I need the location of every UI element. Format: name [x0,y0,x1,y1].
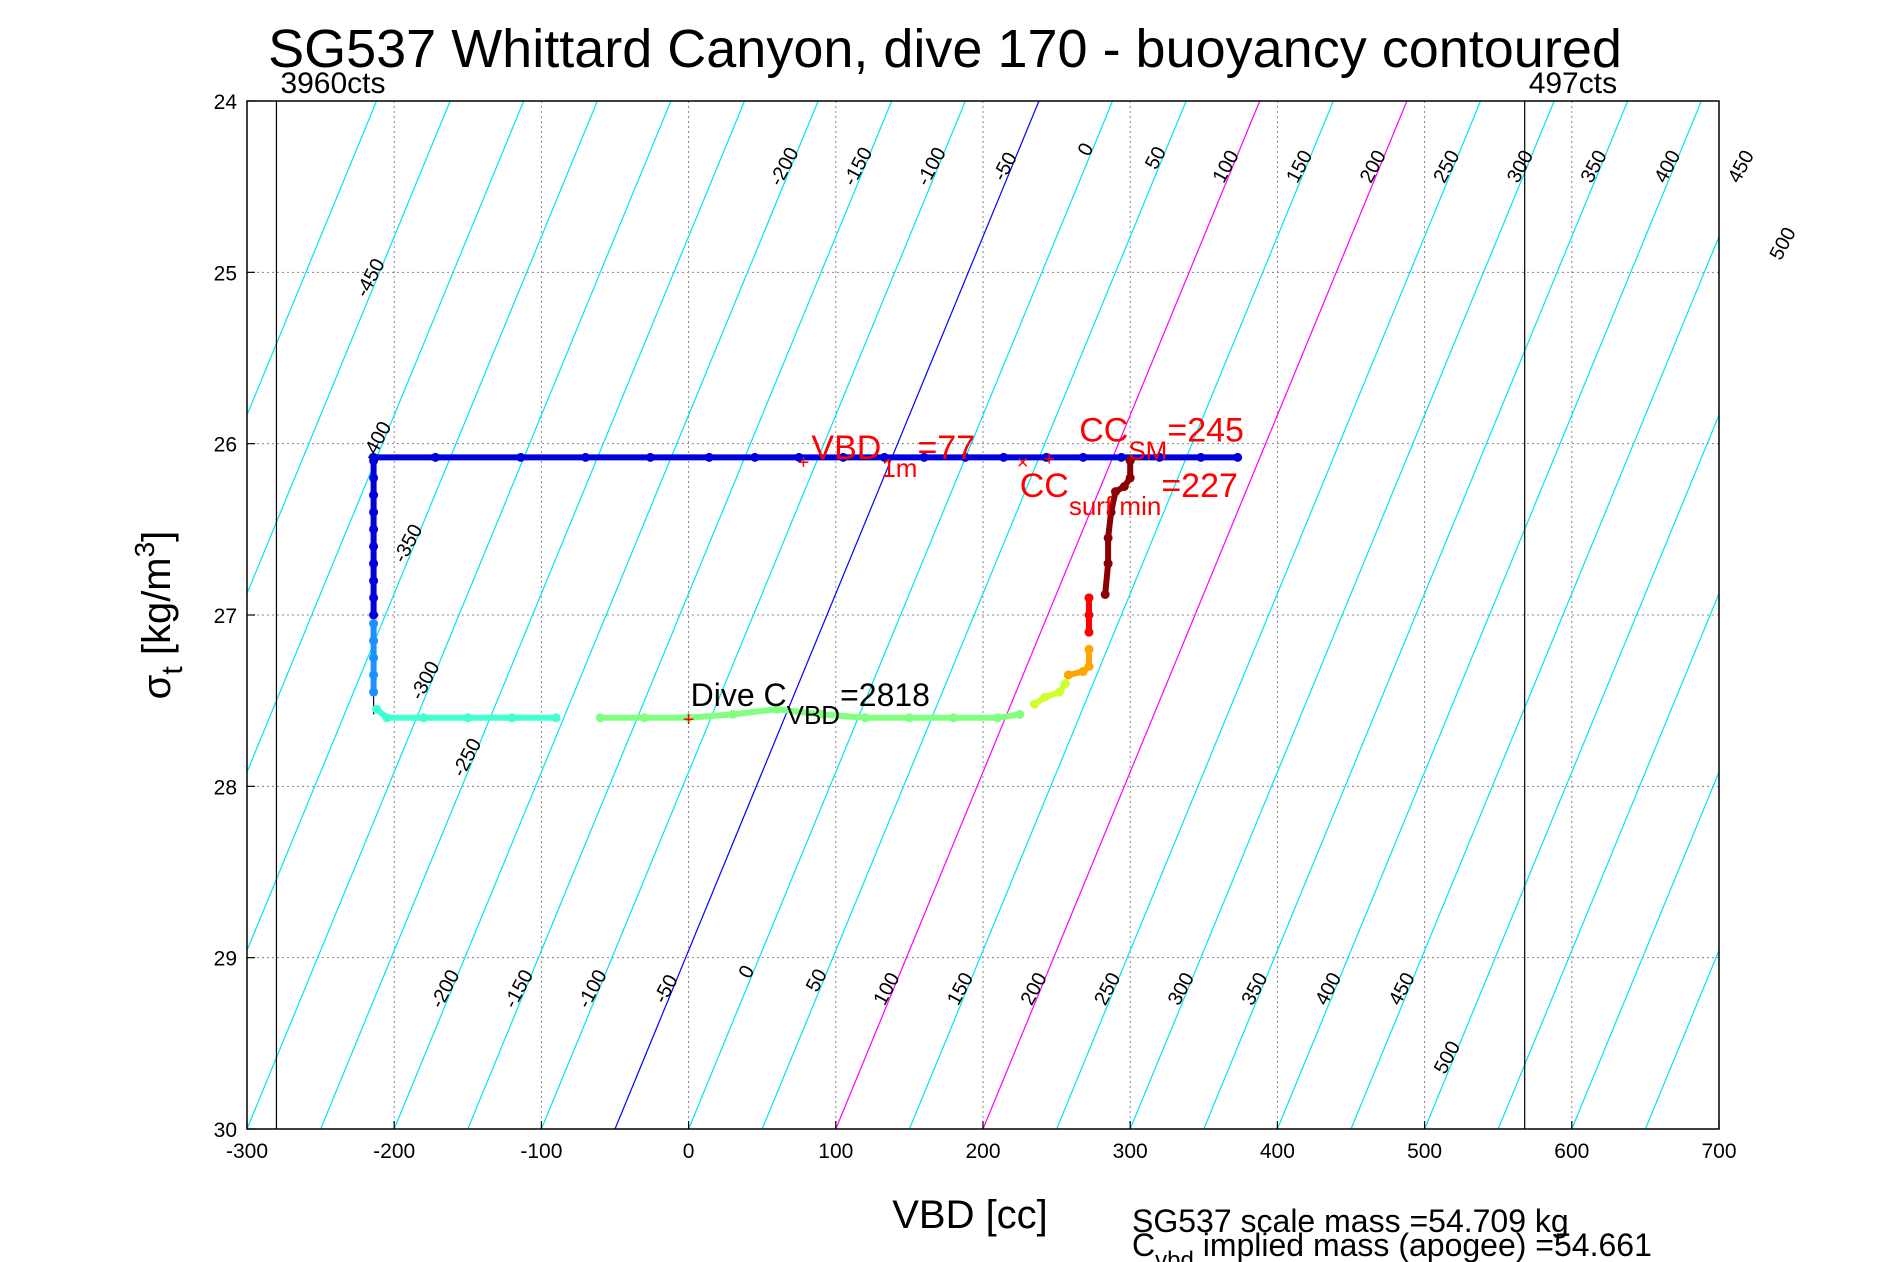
x-tick-label: 300 [1113,1140,1148,1163]
cc-surf-min-marker: × [1017,452,1029,474]
data-points [369,452,1243,723]
x-tick-label: -100 [520,1140,562,1163]
y-tick-label: 25 [214,262,237,285]
annotation-cc_surf_min: CCsurf min=227 [1020,467,1238,521]
annotation-vbd_1m: VBD1m=77 [811,429,975,483]
y-tick-label: 27 [214,605,237,628]
count-lines: 3960cts 497cts [275,67,1617,1129]
contour-line [1793,101,1891,1129]
count-label: 497cts [1529,67,1617,100]
contour-line [467,101,893,1129]
series-line [1032,681,1068,707]
annotation-text: Dive C [691,677,787,713]
annotation-sub: SM [1128,435,1167,465]
y-tick-label: 29 [214,948,237,971]
contour-label: 450 [1724,147,1759,187]
count-label: 3960cts [280,67,385,100]
footer-line-2-text: implied mass (apogee) =54.661 [1194,1227,1652,1262]
footer-line-2-sub: vbd [1155,1247,1194,1262]
x-tick-label: 500 [1407,1140,1442,1163]
contour-line [1718,1127,1719,1129]
annotation-sub: surf min [1069,491,1161,521]
y-tick-label: 24 [214,91,238,114]
series-line [1067,649,1092,678]
annotation-sub: VBD [787,700,840,730]
contour-label: 0 [735,962,760,982]
contour-line [247,101,378,417]
x-tick-label: 400 [1260,1140,1295,1163]
mass-footer: SG537 scale mass =54.709 kg Cvbd implied… [1132,1203,1652,1262]
contour-labels: -450-400-350-200 -150 -100 -50 0 50 100 150 200 2… [352,140,1801,1078]
y-label-close: ] [135,531,179,542]
footer-line-2: Cvbd implied mass (apogee) =54.661 [1132,1227,1652,1262]
contour-line [1571,770,1719,1129]
vbd-1m-marker: + [798,452,810,474]
x-axis-label: VBD [cc] [892,1193,1048,1237]
contour-line [247,101,525,774]
grid-lines [246,100,1720,1130]
contour-line [688,101,1114,1129]
contour-line [908,101,1334,1129]
contour-line [247,101,451,596]
series-line [374,706,557,721]
x-tick-label: 700 [1701,1140,1736,1163]
x-tick-label: -200 [373,1140,415,1163]
annotation-sub: 1m [881,453,917,483]
series-line [600,706,1021,721]
contour-line [761,101,1187,1129]
contour-line [320,101,746,1129]
contour-line [835,101,1261,1129]
annotation-dive_cvbd: Dive CVBD=2818 [691,677,930,730]
y-tick-label: 26 [214,434,237,457]
y-label-sup: 3 [129,542,160,558]
y-axis-ticks: 24 25 26 27 28 29 30 [214,91,255,1142]
x-tick-label: 600 [1554,1140,1589,1163]
contour-line [540,101,966,1129]
dive-cvbd-marker: + [683,709,695,731]
annotation-value: =227 [1161,467,1238,505]
contour-line [1644,948,1719,1129]
contour-line [982,101,1408,1129]
y-tick-label: 28 [214,776,237,799]
y-label-sub: t [156,666,189,675]
x-tick-label: -300 [226,1140,268,1163]
contour-line [614,101,1040,1129]
x-tick-label: 200 [965,1140,1000,1163]
annotation-text: CC [1020,467,1069,505]
series-line [1102,460,1134,595]
annotation-cc_sm: CCSM=245 [1079,411,1244,465]
contour-line [247,101,672,1129]
contour-line [1350,235,1719,1129]
footer-line-1: SG537 scale mass =54.709 kg [1132,1203,1569,1239]
contour-line [1497,592,1719,1129]
annotation-value: =77 [917,429,975,467]
x-tick-label: 100 [818,1140,853,1163]
annotation-text: VBD [811,429,881,467]
buoyancy-contours [247,101,1891,1129]
chart-title: SG537 Whittard Canyon, dive 170 - buoyan… [268,19,1622,79]
contour-line [1129,101,1555,1129]
y-label-main: σ [135,674,179,699]
annotation-text: CC [1079,411,1128,449]
contour-line [1056,101,1482,1129]
contour-line [1276,101,1702,1129]
y-axis-label: σt [kg/m3] [129,531,189,700]
annotation-value: =2818 [840,677,930,713]
contour-label: 500 [1766,224,1801,264]
x-tick-label: 0 [683,1140,695,1163]
contour-line [1203,101,1629,1129]
contour-label: 0 [1074,140,1099,160]
contour-line [393,101,819,1129]
footer-line-2-prefix: C [1132,1227,1155,1262]
contour-line [247,101,598,953]
annotation-value: =245 [1167,411,1244,449]
contour-line [1424,413,1719,1129]
y-tick-label: 30 [214,1119,237,1142]
x-axis-ticks: -300 -200 -100 0 100 200 300 400 500 600 700 [226,1121,1737,1163]
y-label-rest: [kg/m [135,557,179,666]
annotations: VBD1m=77+CCSM=245+CCsurf min=227×Dive CV… [683,411,1244,730]
cc-sm-marker: + [1043,448,1055,470]
